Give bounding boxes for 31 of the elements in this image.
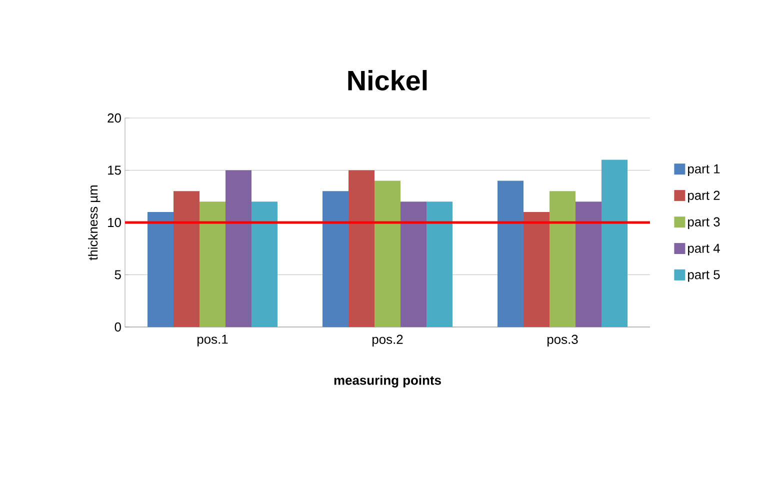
y-tick-label: 5 (114, 270, 121, 280)
y-tick-label: 0 (114, 322, 121, 332)
legend-label: part 5 (688, 270, 720, 282)
y-tick-label: 10 (108, 218, 121, 228)
bar (174, 191, 200, 327)
x-tick-label: pos.3 (547, 334, 578, 346)
bar (374, 180, 401, 327)
bar (400, 202, 427, 327)
bar (426, 202, 453, 327)
bar (148, 212, 174, 327)
bar (524, 212, 550, 327)
x-tick-label: pos.1 (197, 334, 228, 346)
bar (348, 170, 375, 327)
y-tick-label: 20 (108, 113, 121, 123)
legend-label: part 1 (688, 164, 720, 176)
x-tick-label: pos.2 (372, 334, 403, 346)
bar (576, 202, 602, 327)
bar (602, 160, 628, 327)
y-axis-title: thickness µm (88, 185, 100, 260)
bar (322, 191, 349, 327)
legend-label: part 3 (688, 217, 720, 230)
bar (226, 170, 252, 327)
x-axis-title: measuring points (334, 375, 441, 388)
bar (550, 191, 576, 327)
y-tick-label: 15 (108, 166, 121, 175)
bar (252, 202, 278, 327)
legend-label: part 2 (688, 190, 720, 203)
bar (498, 180, 524, 327)
legend-label: part 4 (688, 244, 720, 256)
bar (200, 202, 226, 327)
chart-title: Nickel (348, 70, 427, 90)
